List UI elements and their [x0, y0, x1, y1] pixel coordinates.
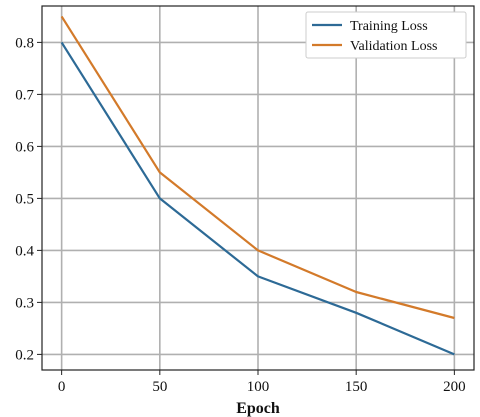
x-tick-label: 0: [58, 379, 66, 395]
legend-label: Training Loss: [350, 19, 428, 34]
x-tick-label: 50: [152, 379, 167, 395]
legend: Training Loss Validation Loss: [305, 11, 467, 59]
y-tick-label: 0.3: [15, 295, 34, 311]
series-line-training-loss: [60, 41, 455, 356]
x-axis-label: Epoch: [236, 400, 280, 417]
legend-label: Validation Loss: [350, 39, 438, 54]
y-tick-label: 0.5: [15, 191, 34, 207]
grid-lines: [42, 6, 474, 370]
x-tick-label: 150: [345, 379, 368, 395]
y-tick-label: 0.2: [15, 347, 34, 363]
x-tick-label: 100: [247, 379, 270, 395]
y-tick-label: 0.6: [15, 139, 34, 155]
y-tick-label: 0.8: [15, 35, 34, 51]
y-tick-label: 0.7: [15, 87, 34, 103]
y-tick-label: 0.4: [15, 243, 34, 259]
y-axis-ticks: 0.2 0.3 0.4 0.5 0.6 0.7 0.8: [15, 35, 42, 363]
series-lines: [60, 15, 455, 356]
x-tick-label: 200: [443, 379, 466, 395]
legend-box: [305, 11, 467, 59]
x-axis-ticks: 0 50 100 150 200: [58, 370, 466, 395]
series-line-validation-loss: [60, 15, 455, 320]
